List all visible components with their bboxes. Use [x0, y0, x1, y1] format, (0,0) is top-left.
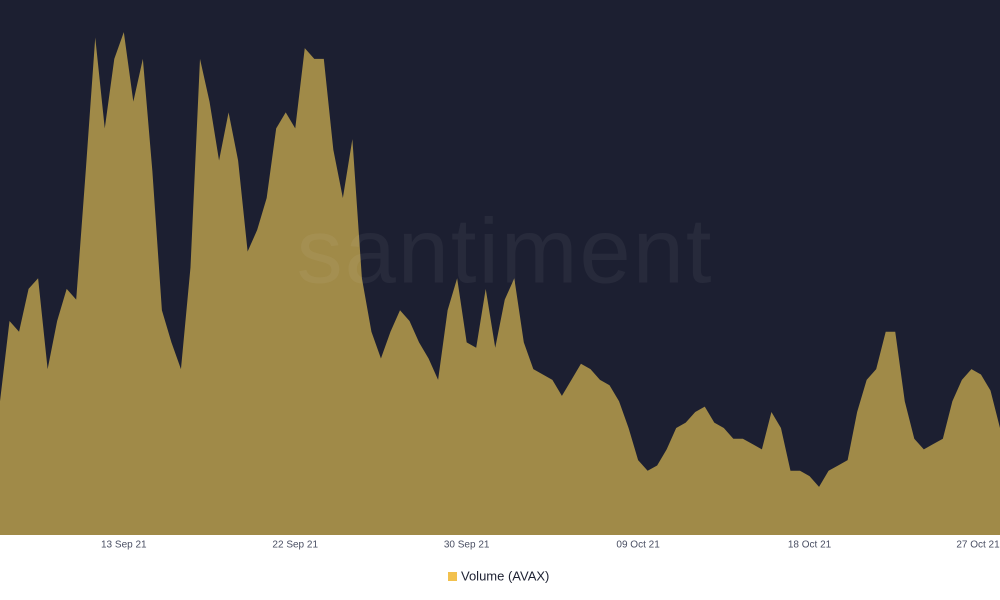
- x-tick-label: 27 Oct 21: [956, 540, 1000, 551]
- x-tick-label: 18 Oct 21: [788, 540, 832, 551]
- x-tick-label: 22 Sep 21: [272, 540, 318, 551]
- x-tick-label: 09 Oct 21: [616, 540, 660, 551]
- x-tick-label: 13 Sep 21: [101, 540, 147, 551]
- area: [0, 32, 1000, 535]
- legend-swatch: [448, 572, 457, 581]
- legend-item: Volume (AVAX): [448, 568, 549, 583]
- x-tick-label: 30 Sep 21: [444, 540, 490, 551]
- watermark: santiment: [297, 200, 714, 302]
- legend-label: Volume (AVAX): [461, 568, 549, 583]
